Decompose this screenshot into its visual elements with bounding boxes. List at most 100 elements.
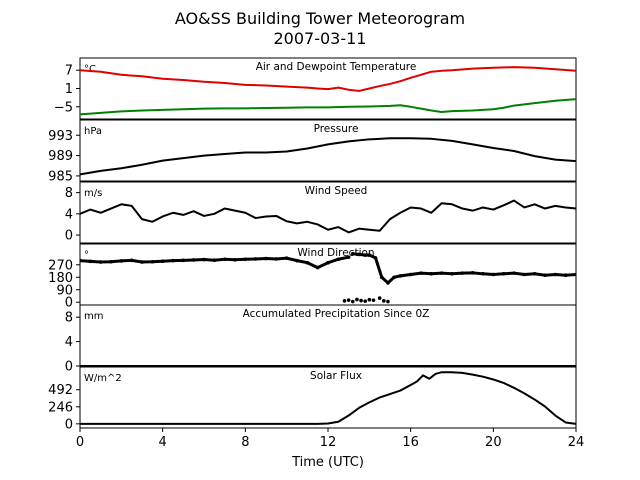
y-tick-label: 993 — [48, 129, 73, 144]
figure-title-line2: 2007-03-11 — [274, 29, 367, 48]
panel-unit: °C — [84, 64, 96, 75]
panels: 7 1 −5 °C Air and Dewpoint Temperature 993 989… — [48, 57, 577, 432]
data-point — [315, 265, 320, 270]
data-point — [460, 271, 465, 275]
data-point — [295, 258, 299, 263]
y-tick-label: 0 — [65, 296, 73, 311]
data-point — [450, 272, 454, 276]
panel-data — [80, 66, 576, 116]
y-tick-label: 985 — [48, 169, 73, 184]
data-point — [512, 271, 516, 275]
data-point — [398, 274, 403, 278]
y-tick-label: 270 — [48, 258, 73, 273]
data-point — [181, 258, 186, 263]
data-point — [363, 253, 368, 257]
data-point — [501, 272, 506, 276]
data-point — [367, 297, 372, 302]
data-point — [140, 260, 144, 264]
y-tick-label: 989 — [48, 149, 73, 164]
panel-data — [80, 199, 576, 234]
panel-unit: W/m^2 — [84, 373, 122, 384]
data-point — [386, 281, 390, 285]
data-point — [371, 298, 376, 302]
x-tick-label: 20 — [485, 435, 502, 450]
panel-data — [80, 371, 576, 425]
panel-2: 8 4 0 m/s Wind Speed — [65, 181, 577, 244]
panel-title: Wind Direction — [297, 247, 374, 259]
data-point — [363, 299, 368, 303]
x-tick-label: 0 — [76, 435, 84, 450]
panel-5: 492 246 0 W/m^2 Solar Flux — [48, 366, 577, 432]
data-point — [367, 253, 372, 257]
data-point — [355, 297, 359, 302]
y-tick-label: 8 — [65, 311, 73, 326]
panel-unit: m/s — [84, 188, 102, 199]
data-point — [522, 272, 527, 277]
data-point — [351, 299, 355, 304]
panel-data — [80, 137, 576, 176]
x-tick-label: 16 — [402, 435, 419, 450]
data-point — [284, 256, 289, 260]
y-tick-label: 0 — [65, 229, 73, 244]
y-tick-label: 1 — [65, 82, 73, 97]
series-line — [80, 371, 576, 425]
data-point — [88, 259, 93, 264]
y-tick-label: 90 — [56, 283, 73, 298]
data-point — [470, 271, 475, 275]
panel-title: Accumulated Precipitation Since 0Z — [243, 308, 430, 320]
panel-unit: hPa — [84, 126, 102, 137]
data-point — [543, 273, 547, 277]
panel-data — [80, 251, 576, 304]
data-point — [408, 272, 413, 277]
data-point — [351, 251, 355, 256]
data-point — [98, 260, 103, 264]
data-point — [274, 257, 279, 261]
series-line — [80, 199, 576, 234]
data-point — [439, 271, 444, 275]
panel-frame — [79, 119, 577, 182]
panel-unit: ° — [84, 250, 89, 261]
x-axis: 0 4 8 12 16 20 24 — [76, 428, 584, 450]
series-line — [80, 98, 576, 116]
y-tick-label: 8 — [65, 186, 73, 201]
data-point — [264, 256, 268, 261]
panel-unit: mm — [84, 311, 103, 322]
data-point — [129, 258, 134, 263]
data-point — [150, 259, 155, 264]
data-point — [373, 256, 378, 260]
data-point — [346, 255, 351, 259]
data-point — [342, 299, 347, 303]
data-point — [532, 272, 537, 276]
data-point — [359, 298, 363, 303]
panel-title: Wind Speed — [305, 185, 368, 197]
data-point — [305, 260, 310, 265]
x-tick-label: 8 — [241, 435, 249, 450]
y-tick-label: 180 — [48, 271, 73, 286]
data-point — [382, 299, 386, 303]
x-axis-label: Time (UTC) — [291, 455, 364, 470]
x-tick-label: 4 — [159, 435, 167, 450]
data-point — [160, 259, 165, 263]
data-point — [386, 299, 390, 304]
data-point — [429, 272, 434, 276]
data-point — [233, 258, 237, 262]
data-point — [357, 252, 361, 257]
data-point — [346, 298, 351, 302]
data-point — [392, 275, 396, 280]
data-point — [222, 257, 227, 262]
data-point — [377, 296, 382, 300]
y-tick-label: 7 — [65, 64, 73, 79]
data-point — [80, 258, 82, 263]
series-line — [80, 66, 576, 92]
panel-4: 8 4 0 mm Accumulated Precipitation Since 0Z — [65, 304, 577, 375]
y-tick-label: 4 — [65, 207, 73, 222]
panel-title: Pressure — [314, 123, 359, 135]
data-point — [563, 273, 568, 277]
x-tick-label: 24 — [568, 435, 585, 450]
panel-frame — [79, 181, 577, 244]
data-point — [481, 272, 485, 276]
data-point — [119, 259, 124, 263]
x-tick-label: 12 — [320, 435, 337, 450]
